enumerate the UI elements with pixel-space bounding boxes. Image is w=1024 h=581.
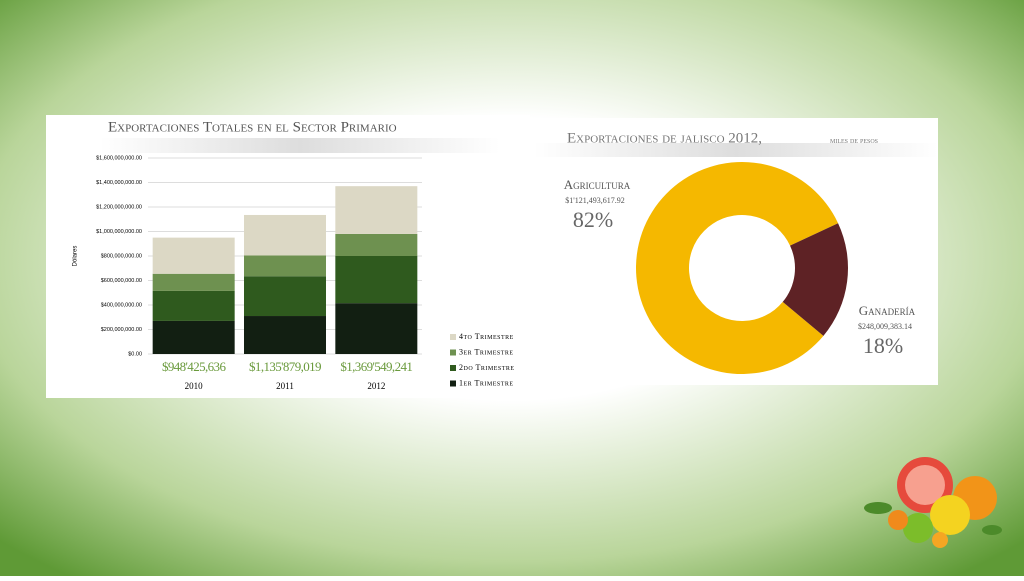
slice-percent: 18% [863,333,903,358]
total-label: $948'425,636 [162,359,226,374]
donut-slice [782,223,848,336]
y-tick-label: $1,400,000,000.00 [96,180,142,186]
x-tick-label: 2010 [185,381,204,391]
bar-segment [335,186,418,234]
y-tick-label: $600,000,000.00 [101,278,142,284]
slice-amount: $248,009,383.14 [858,322,912,331]
slice-label: Agricultura [564,177,631,192]
total-label: $1,369'549,241 [340,359,412,374]
legend-swatch [450,334,456,340]
bar-segment [335,303,418,354]
y-tick-label: $0.00 [128,351,142,357]
bar-segment [335,233,418,256]
fruit-decoration [864,457,1002,548]
slice-label: Ganadería [859,303,916,318]
legend-label: 3er Trimestre [459,347,514,356]
x-tick-label: 2012 [367,381,385,391]
bar-segment [335,256,418,304]
title-underline [100,138,500,153]
bar-segment [244,255,326,277]
y-tick-label: $1,000,000,000.00 [96,229,142,235]
y-tick-label: $1,600,000,000.00 [96,155,142,161]
slice-percent: 82% [573,207,613,232]
legend-swatch [450,365,456,371]
bar-segment [152,320,235,354]
y-axis-label: Dólares [73,246,79,267]
total-label: $1,135'879,019 [249,359,321,374]
title-underline [534,143,938,157]
chart-title: Exportaciones Totales en el Sector Prima… [108,119,397,135]
y-tick-label: $1,200,000,000.00 [96,204,142,210]
bar-segment [244,316,326,354]
slice-amount: $1'121,493,617.92 [565,196,624,205]
bar-segment [244,214,326,256]
chart-subtitle: miles de pesos [830,136,878,145]
bar-segment [152,273,235,291]
donut-slice [636,162,839,374]
legend-swatch [450,380,456,387]
legend-swatch [450,349,456,356]
bar-segment [244,276,326,317]
y-tick-label: $800,000,000.00 [101,253,142,259]
legend-label: 2do Trimestre [459,363,515,372]
bar-segment [152,237,235,274]
x-tick-label: 2011 [276,381,294,391]
legend-label: 1er Trimestre [459,378,514,387]
bar-segment [152,290,235,321]
legend-label: 4to Trimestre [459,332,514,341]
y-tick-label: $200,000,000.00 [101,327,142,333]
chart-title: Exportaciones de jalisco 2012, [567,130,762,146]
y-tick-label: $400,000,000.00 [101,302,142,308]
